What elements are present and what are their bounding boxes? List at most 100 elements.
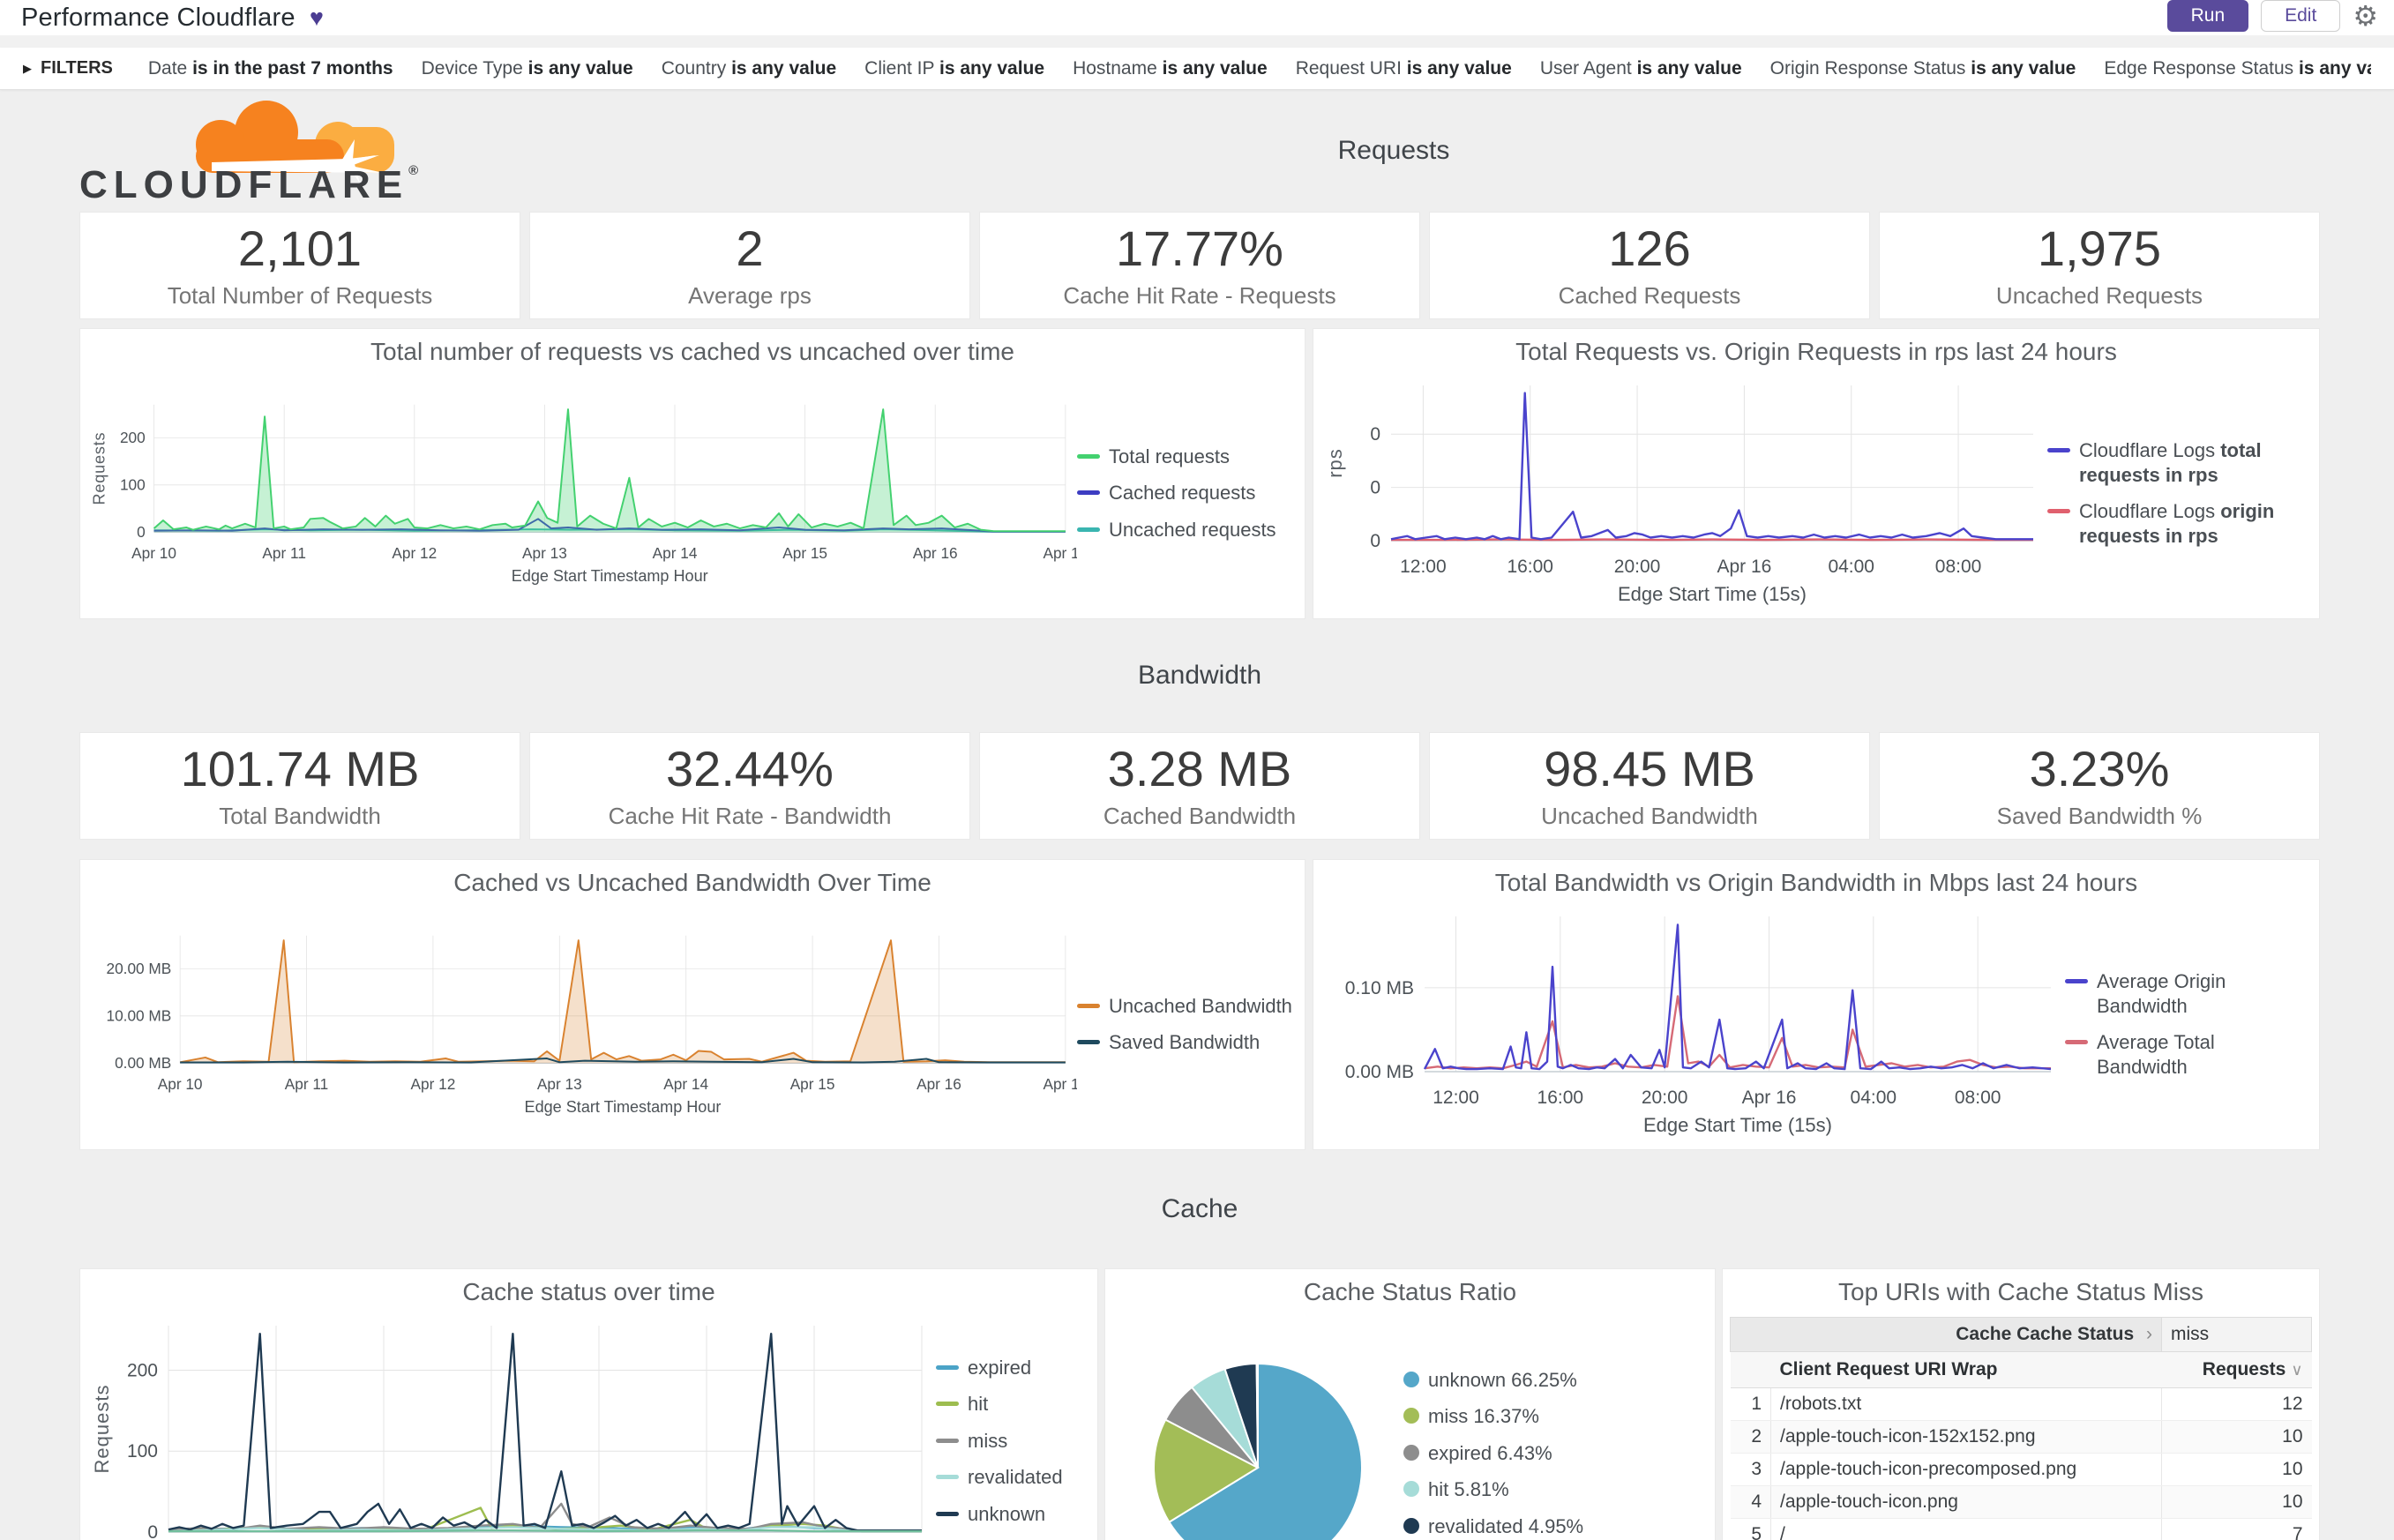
legend-item[interactable]: miss <box>936 1429 1085 1454</box>
filter-item[interactable]: Origin Response Status is any value <box>1770 58 2076 79</box>
series-miss <box>168 1502 922 1533</box>
legend-item[interactable]: Average Origin Bandwidth <box>2065 969 2307 1018</box>
kpi-value[interactable]: 3.23% <box>2029 740 2170 796</box>
svg-text:Apr 14: Apr 14 <box>653 544 698 562</box>
filter-item[interactable]: Client IP is any value <box>864 58 1044 79</box>
kpi-tile: 17.77% Cache Hit Rate - Requests <box>979 212 1420 319</box>
legend-label: expired 6.43% <box>1428 1441 1552 1464</box>
requests-column-header[interactable]: Requests ∨ <box>2161 1351 2312 1388</box>
kpi-tile: 101.74 MB Total Bandwidth <box>79 732 520 840</box>
legend-item[interactable]: hit <box>936 1392 1085 1417</box>
filters-toggle[interactable]: ▶ FILTERS <box>23 58 113 78</box>
requests-cell[interactable]: 10 <box>2161 1453 2312 1486</box>
legend-item[interactable]: unknown 66.25% <box>1403 1368 1583 1393</box>
svg-text:Apr 15: Apr 15 <box>782 544 827 562</box>
legend-item[interactable]: Cloudflare Logs total requests in rps <box>2047 438 2307 487</box>
table-row: 2/apple-touch-icon-152x152.png 10 <box>1730 1420 2312 1454</box>
requests-cell[interactable]: 10 <box>2161 1485 2312 1519</box>
filter-item[interactable]: Hostname is any value <box>1073 58 1268 79</box>
kpi-value[interactable]: 101.74 MB <box>180 740 420 796</box>
legend-item[interactable]: Cloudflare Logs origin requests in rps <box>2047 499 2307 548</box>
requests-cell[interactable]: 10 <box>2161 1420 2312 1454</box>
filter-field: User Agent <box>1539 57 1637 78</box>
top-uris-table-wrap: Cache Cache Status › miss Client Request U… <box>1730 1317 2312 1540</box>
kpi-value[interactable]: 32.44% <box>666 740 834 796</box>
legend-item[interactable]: revalidated 4.95% <box>1403 1514 1583 1539</box>
svg-text:Edge Start Time (15s): Edge Start Time (15s) <box>1643 1114 1832 1136</box>
legend-item[interactable]: unknown <box>936 1502 1085 1527</box>
filters-bar: ▶ FILTERS Date is in the past 7 months De… <box>0 48 2394 90</box>
svg-text:0: 0 <box>137 523 146 541</box>
legend-swatch <box>1077 1003 1100 1008</box>
filter-field: Request URI <box>1295 57 1407 78</box>
legend-item[interactable]: Average Total Bandwidth <box>2065 1030 2307 1079</box>
filter-item[interactable]: Device Type is any value <box>422 58 633 79</box>
uri-column-header: Client Request URI Wrap <box>1770 1351 2162 1388</box>
filter-item[interactable]: Edge Response Status is any value <box>2104 58 2371 79</box>
legend-item[interactable]: Saved Bandwidth <box>1077 1030 1292 1055</box>
pie-slice-miss[interactable] <box>1153 1418 1261 1524</box>
legend-swatch <box>1077 527 1100 532</box>
cloudflare-logo: CLOUDFLARE® <box>79 93 468 209</box>
legend-item[interactable]: Uncached requests <box>1077 518 1292 542</box>
kpi-value[interactable]: 3.28 MB <box>1107 740 1292 796</box>
gear-icon[interactable]: ⚙ <box>2353 0 2378 32</box>
requests-cell[interactable]: 12 <box>2161 1387 2312 1421</box>
kpi-value[interactable]: 2,101 <box>237 220 363 276</box>
legend-item[interactable]: revalidated <box>936 1465 1085 1490</box>
kpi-tile: 98.45 MB Uncached Bandwidth <box>1429 732 1870 840</box>
pie-slice-updating[interactable] <box>1255 1362 1259 1469</box>
bandwidth-header-band: Bandwidth <box>79 619 2320 732</box>
filter-items: Date is in the past 7 months Device Type … <box>148 58 2371 79</box>
rps-24h-chart[interactable]: 0 0 0 12:00 16:00 20:00 Apr 16 04:00 08:00 Edge S… <box>1320 373 2047 613</box>
filter-item[interactable]: User Agent is any value <box>1540 58 1742 79</box>
filter-item[interactable]: Date is in the past 7 months <box>148 58 393 79</box>
filter-item[interactable]: Request URI is any value <box>1296 58 1512 79</box>
series-average-origin-bandwidth <box>1423 923 2052 1071</box>
uri-cell[interactable]: /apple-touch-icon-152x152.png <box>1770 1420 2162 1454</box>
chart-legend: Average Origin Bandwidth Average Total Ba… <box>2065 904 2312 1144</box>
legend-item[interactable]: Cached requests <box>1077 481 1292 505</box>
requests-over-time-chart[interactable]: 0 100 200 Apr 10 Apr 11 Apr 12 Apr 13 Apr 14 Apr… <box>87 373 1077 613</box>
uri-cell[interactable]: /apple-touch-icon-precomposed.png <box>1770 1453 2162 1486</box>
filter-item[interactable]: Country is any value <box>662 58 836 79</box>
legend-label: unknown 66.25% <box>1428 1368 1577 1391</box>
panel-top-uris: Top URIs with Cache Status Miss Cache Ca… <box>1722 1268 2320 1540</box>
cache-status-ratio-pie[interactable] <box>1112 1318 1403 1540</box>
run-button[interactable]: Run <box>2166 0 2249 32</box>
uri-cell[interactable]: /apple-touch-icon.png <box>1770 1485 2162 1519</box>
bandwidth-over-time-chart[interactable]: 0.00 MB 10.00 MB 20.00 MB Apr 10 Apr 11 Apr 1… <box>87 904 1077 1144</box>
legend-item[interactable]: expired <box>936 1356 1085 1380</box>
edit-button[interactable]: Edit <box>2261 0 2341 32</box>
series-cached-requests <box>153 518 1066 533</box>
top-actions: Run Edit ⚙ <box>2166 0 2378 32</box>
filter-field: Client IP <box>864 57 939 78</box>
top-uris-table: Cache Cache Status › miss Client Request U… <box>1730 1317 2312 1540</box>
kpi-value[interactable]: 98.45 MB <box>1544 740 1755 796</box>
legend-swatch <box>1403 1408 1419 1424</box>
pie-slice-unknown[interactable] <box>1168 1362 1363 1540</box>
svg-text:Apr 10: Apr 10 <box>158 1075 203 1093</box>
legend-item[interactable]: hit 5.81% <box>1403 1477 1583 1502</box>
svg-text:Apr 16: Apr 16 <box>913 544 958 562</box>
kpi-value[interactable]: 1,975 <box>2037 220 2162 276</box>
legend-item[interactable]: expired 6.43% <box>1403 1441 1583 1466</box>
svg-text:0: 0 <box>147 1522 158 1540</box>
legend-item[interactable]: Uncached Bandwidth <box>1077 994 1292 1019</box>
kpi-value[interactable]: 126 <box>1608 220 1691 276</box>
chart-title: Top URIs with Cache Status Miss <box>1838 1278 2203 1305</box>
legend-item[interactable]: miss 16.37% <box>1403 1404 1583 1429</box>
row-index: 2 <box>1730 1420 1771 1454</box>
chart-legend: Uncached Bandwidth Saved Bandwidth <box>1077 904 1298 1144</box>
bandwidth-24h-chart[interactable]: 0.00 MB 0.10 MB 12:00 16:00 20:00 Apr 16 04:00… <box>1320 904 2065 1144</box>
uri-cell[interactable]: /robots.txt <box>1770 1387 2162 1421</box>
pivot-label-cell[interactable]: Cache Cache Status › <box>1730 1317 2162 1352</box>
requests-cell[interactable]: 7 <box>2161 1518 2312 1540</box>
kpi-value[interactable]: 17.77% <box>1116 220 1283 276</box>
series-revalidated <box>168 1526 922 1533</box>
uri-cell[interactable]: / <box>1770 1518 2162 1540</box>
legend-item[interactable]: Total requests <box>1077 445 1292 469</box>
panel-cache-status-ratio: Cache Status Ratio unknown 66.25% miss 16… <box>1104 1268 1716 1540</box>
kpi-value[interactable]: 2 <box>736 220 764 276</box>
